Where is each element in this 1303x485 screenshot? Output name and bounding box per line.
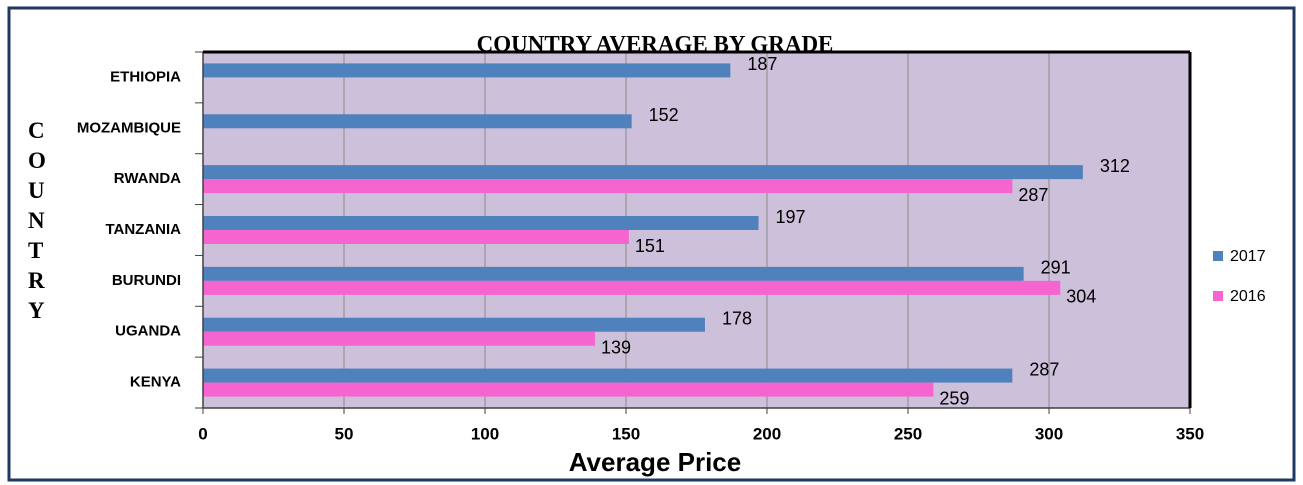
y-tick-label: TANZANIA <box>105 221 181 238</box>
data-label: 259 <box>939 388 969 408</box>
bar <box>203 266 1024 281</box>
data-label: 304 <box>1066 287 1096 307</box>
y-axis-title: COUNTRY <box>28 118 46 323</box>
bar <box>203 179 1013 194</box>
bar <box>203 280 1061 295</box>
x-tick-label: 350 <box>1176 424 1204 443</box>
legend-label: 2017 <box>1230 248 1266 265</box>
x-axis-title: Average Price <box>569 447 741 477</box>
data-label: 287 <box>1018 185 1048 205</box>
bar <box>203 63 731 78</box>
data-label: 151 <box>635 236 665 256</box>
x-tick-label: 250 <box>894 424 922 443</box>
bar <box>203 317 705 332</box>
x-tick-label: 300 <box>1035 424 1063 443</box>
data-label: 152 <box>649 105 679 125</box>
data-label: 178 <box>722 308 752 328</box>
bar <box>203 382 934 397</box>
y-tick-label: MOZAMBIQUE <box>77 119 181 136</box>
y-tick-label: ETHIOPIA <box>110 68 181 85</box>
y-tick-label: UGANDA <box>115 323 181 340</box>
bar <box>203 331 595 346</box>
bar <box>203 230 629 244</box>
legend-swatch <box>1213 251 1223 261</box>
x-tick-label: 200 <box>753 424 781 443</box>
bar <box>203 114 632 129</box>
x-tick-label: 0 <box>198 424 207 443</box>
data-label: 312 <box>1100 156 1130 176</box>
data-label: 197 <box>776 207 806 227</box>
data-label: 291 <box>1041 258 1071 278</box>
y-tick-label: BURUNDI <box>112 272 181 289</box>
data-label: 187 <box>747 54 777 74</box>
data-label: 139 <box>601 337 631 357</box>
data-label: 287 <box>1029 359 1059 379</box>
x-tick-label: 150 <box>612 424 640 443</box>
legend-swatch <box>1213 291 1223 301</box>
y-tick-label: RWANDA <box>114 170 181 187</box>
x-tick-label: 50 <box>335 424 354 443</box>
y-tick-label: KENYA <box>130 374 181 391</box>
x-tick-label: 100 <box>471 424 499 443</box>
bar <box>203 165 1083 180</box>
bar <box>203 368 1013 383</box>
bar <box>203 216 759 230</box>
legend-label: 2016 <box>1230 288 1266 305</box>
